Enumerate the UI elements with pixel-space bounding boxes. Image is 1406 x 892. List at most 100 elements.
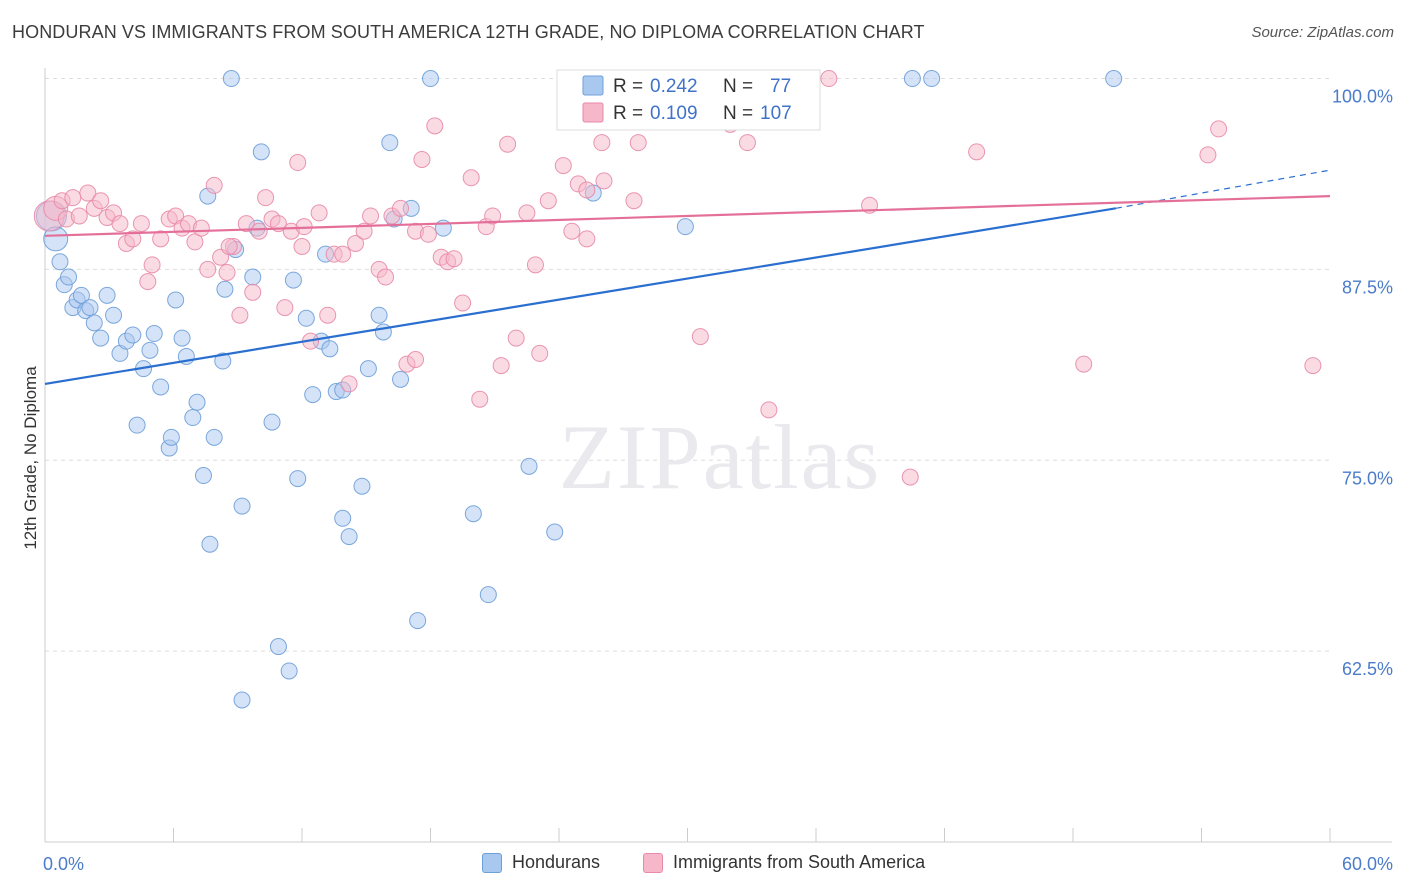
legend-item-immigrants: Immigrants from South America	[643, 852, 925, 873]
data-point	[820, 70, 838, 88]
data-point	[284, 271, 302, 289]
data-point	[98, 286, 116, 304]
data-point	[353, 477, 371, 495]
data-point	[244, 268, 262, 286]
data-point	[237, 215, 255, 233]
data-point	[244, 283, 262, 301]
data-point	[554, 157, 572, 175]
y-tick-label: 75.0%	[1342, 468, 1393, 488]
data-point	[901, 468, 919, 486]
data-point	[445, 250, 463, 268]
data-point	[205, 176, 223, 194]
data-point	[128, 416, 146, 434]
data-point	[280, 662, 298, 680]
data-point	[124, 230, 142, 248]
data-point	[173, 329, 191, 347]
series-immigrants-south-america	[33, 70, 1322, 486]
series-hondurans	[35, 70, 1123, 709]
data-point	[413, 150, 431, 168]
trend-lines	[44, 169, 1331, 386]
data-point	[184, 409, 202, 427]
data-point	[422, 70, 439, 88]
data-point	[216, 280, 234, 298]
data-point	[293, 238, 311, 255]
data-point	[454, 294, 472, 312]
data-point	[334, 245, 352, 263]
data-point	[595, 172, 613, 190]
stats-legend: R = 0.242 N = 77 R = 0.109 N = 107	[556, 69, 821, 131]
data-point	[377, 268, 395, 286]
data-point	[1304, 357, 1322, 375]
legend-n-value: 77	[770, 76, 791, 97]
data-point	[507, 329, 525, 347]
data-point	[464, 505, 482, 523]
y-tick-label: 87.5%	[1342, 277, 1393, 297]
data-point	[111, 215, 129, 233]
legend-r-value: 0.109	[650, 103, 698, 124]
data-point	[760, 401, 778, 419]
legend-label-immigrants: Immigrants from South America	[673, 852, 926, 872]
data-point	[381, 134, 399, 152]
data-point	[319, 306, 337, 324]
y-axis-label: 12th Grade, No Diploma	[21, 366, 40, 550]
data-point	[162, 428, 180, 446]
data-point	[392, 370, 410, 388]
data-point	[289, 470, 307, 488]
data-point	[51, 253, 69, 271]
data-point	[531, 344, 549, 362]
data-point	[186, 233, 204, 251]
data-point	[70, 207, 88, 225]
data-point	[222, 70, 240, 88]
legend-r-label: R =	[613, 103, 643, 124]
data-point	[252, 143, 270, 161]
legend-r-value: 0.242	[650, 76, 698, 97]
x-tick-labels: 0.0% 60.0%	[43, 854, 1393, 874]
legend-swatch-hondurans	[482, 852, 502, 873]
gridlines	[45, 78, 1330, 652]
y-tick-label: 62.5%	[1342, 659, 1393, 679]
data-point	[289, 154, 307, 172]
data-point	[141, 341, 159, 359]
trend-line-immigrants	[44, 195, 1331, 237]
data-point	[546, 523, 564, 541]
data-point	[409, 612, 427, 630]
data-point	[340, 528, 358, 546]
data-point	[276, 299, 294, 317]
data-point	[297, 309, 315, 327]
data-point	[139, 273, 157, 291]
legend-n-value: 107	[760, 103, 792, 124]
legend-swatch-immigrants	[582, 102, 604, 123]
data-point	[426, 117, 444, 135]
data-point	[92, 329, 110, 347]
data-point	[392, 199, 410, 217]
trend-line-hondurans	[44, 207, 1117, 386]
data-point	[64, 189, 82, 207]
data-point	[1210, 120, 1228, 138]
data-point	[231, 306, 249, 324]
bottom-legend: Hondurans Immigrants from South America	[0, 852, 1406, 878]
data-point	[152, 378, 170, 396]
data-point	[484, 207, 502, 225]
x-tick-label: 60.0%	[1342, 854, 1393, 874]
data-point	[499, 135, 517, 153]
legend-label-hondurans: Hondurans	[512, 852, 601, 872]
data-point	[520, 457, 538, 475]
data-point	[152, 230, 170, 248]
data-point	[218, 263, 236, 281]
data-point	[492, 357, 510, 375]
data-point	[359, 360, 377, 378]
data-point	[738, 134, 756, 152]
legend-n-label: N =	[723, 76, 753, 97]
data-point	[563, 222, 581, 240]
data-point	[1105, 70, 1123, 88]
data-point	[407, 350, 425, 368]
data-point	[518, 204, 536, 222]
data-point	[201, 535, 219, 553]
legend-swatch-hondurans	[582, 75, 604, 96]
data-point	[578, 230, 596, 248]
data-point	[1199, 146, 1217, 164]
data-point	[625, 192, 643, 210]
legend-n-label: N =	[723, 103, 753, 124]
data-point	[691, 328, 709, 346]
